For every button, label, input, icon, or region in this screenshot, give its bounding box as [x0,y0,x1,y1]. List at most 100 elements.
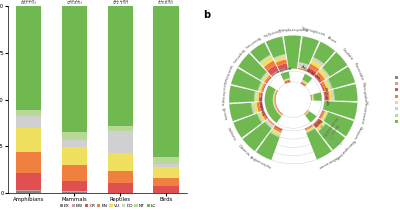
Polygon shape [324,92,327,100]
Polygon shape [318,70,328,79]
Polygon shape [252,103,256,113]
Bar [153,186,178,193]
Polygon shape [304,110,308,114]
Polygon shape [271,71,279,76]
Polygon shape [259,102,264,111]
Polygon shape [300,83,305,87]
Polygon shape [285,81,290,84]
Polygon shape [323,112,327,120]
Polygon shape [266,120,273,128]
Polygon shape [305,125,312,129]
Polygon shape [304,110,308,114]
Polygon shape [273,89,282,116]
Polygon shape [274,56,286,63]
Polygon shape [301,81,306,85]
Bar [153,167,178,178]
Polygon shape [266,37,285,58]
Text: Reptiles: Reptiles [275,64,291,73]
Text: Species
threatened (%): Species threatened (%) [321,116,342,140]
Polygon shape [260,72,268,80]
Polygon shape [302,74,312,83]
Polygon shape [284,78,290,80]
Polygon shape [271,130,280,136]
Polygon shape [326,79,331,89]
Text: Gekkota: Gekkota [226,126,236,141]
Text: 75: 75 [331,136,336,140]
Polygon shape [274,90,282,116]
Bar [108,183,133,193]
Polygon shape [318,124,345,150]
Polygon shape [323,101,357,119]
Polygon shape [266,76,272,84]
Polygon shape [311,95,312,100]
Polygon shape [328,67,355,89]
Text: Marsupialia: Marsupialia [361,81,367,102]
Polygon shape [299,62,308,66]
Polygon shape [234,114,262,138]
Polygon shape [316,72,325,81]
Polygon shape [274,54,286,59]
Polygon shape [308,64,319,73]
Text: Mammals: Mammals [323,86,329,106]
Bar [153,164,178,167]
Polygon shape [310,60,322,69]
Text: Squamata: Squamata [257,96,265,117]
Polygon shape [305,111,316,122]
Polygon shape [229,103,253,121]
Polygon shape [280,68,288,72]
Polygon shape [314,74,322,83]
Text: Scinciformata: Scinciformata [219,81,226,106]
Polygon shape [305,111,309,115]
Text: 100: 100 [336,142,343,146]
Polygon shape [274,55,286,60]
Text: (40.7%): (40.7%) [21,1,37,5]
Polygon shape [313,57,324,65]
Polygon shape [264,60,276,71]
Polygon shape [320,110,325,119]
Text: Birds: Birds [312,118,322,127]
Text: (25.4%): (25.4%) [66,1,82,5]
Polygon shape [264,75,271,83]
Bar [62,6,87,131]
Text: 11,147: 11,147 [158,0,174,3]
Polygon shape [259,55,271,63]
Polygon shape [261,73,268,81]
Polygon shape [315,120,323,129]
Polygon shape [312,94,313,101]
Polygon shape [268,119,274,126]
Polygon shape [319,110,324,118]
Polygon shape [312,58,323,66]
Polygon shape [305,111,309,115]
Bar [62,192,87,193]
Text: Gymnophiona: Gymnophiona [300,26,326,37]
Polygon shape [307,67,316,76]
Polygon shape [285,82,290,84]
Legend: EX, EW, CR, EN, VU, DD, NT, LC: EX, EW, CR, EN, VU, DD, NT, LC [60,204,156,208]
Polygon shape [274,125,282,131]
Polygon shape [250,43,270,62]
Polygon shape [323,112,328,121]
Polygon shape [273,127,282,133]
Polygon shape [304,110,308,115]
Text: b: b [204,10,211,20]
Polygon shape [263,111,268,119]
Polygon shape [261,112,267,120]
Polygon shape [258,82,262,91]
Polygon shape [259,83,264,92]
Polygon shape [314,76,320,83]
Polygon shape [324,112,354,136]
Bar [62,181,87,191]
Bar [62,191,87,192]
Polygon shape [322,68,330,77]
Bar [16,6,41,110]
Polygon shape [262,74,270,82]
Bar [62,147,87,165]
Polygon shape [321,111,327,120]
Polygon shape [276,91,283,114]
Bar [16,110,41,116]
Bar [16,173,41,190]
Text: Amphibians: Amphibians [300,64,322,80]
Bar [108,131,133,153]
Polygon shape [299,36,319,65]
Bar [16,128,41,152]
